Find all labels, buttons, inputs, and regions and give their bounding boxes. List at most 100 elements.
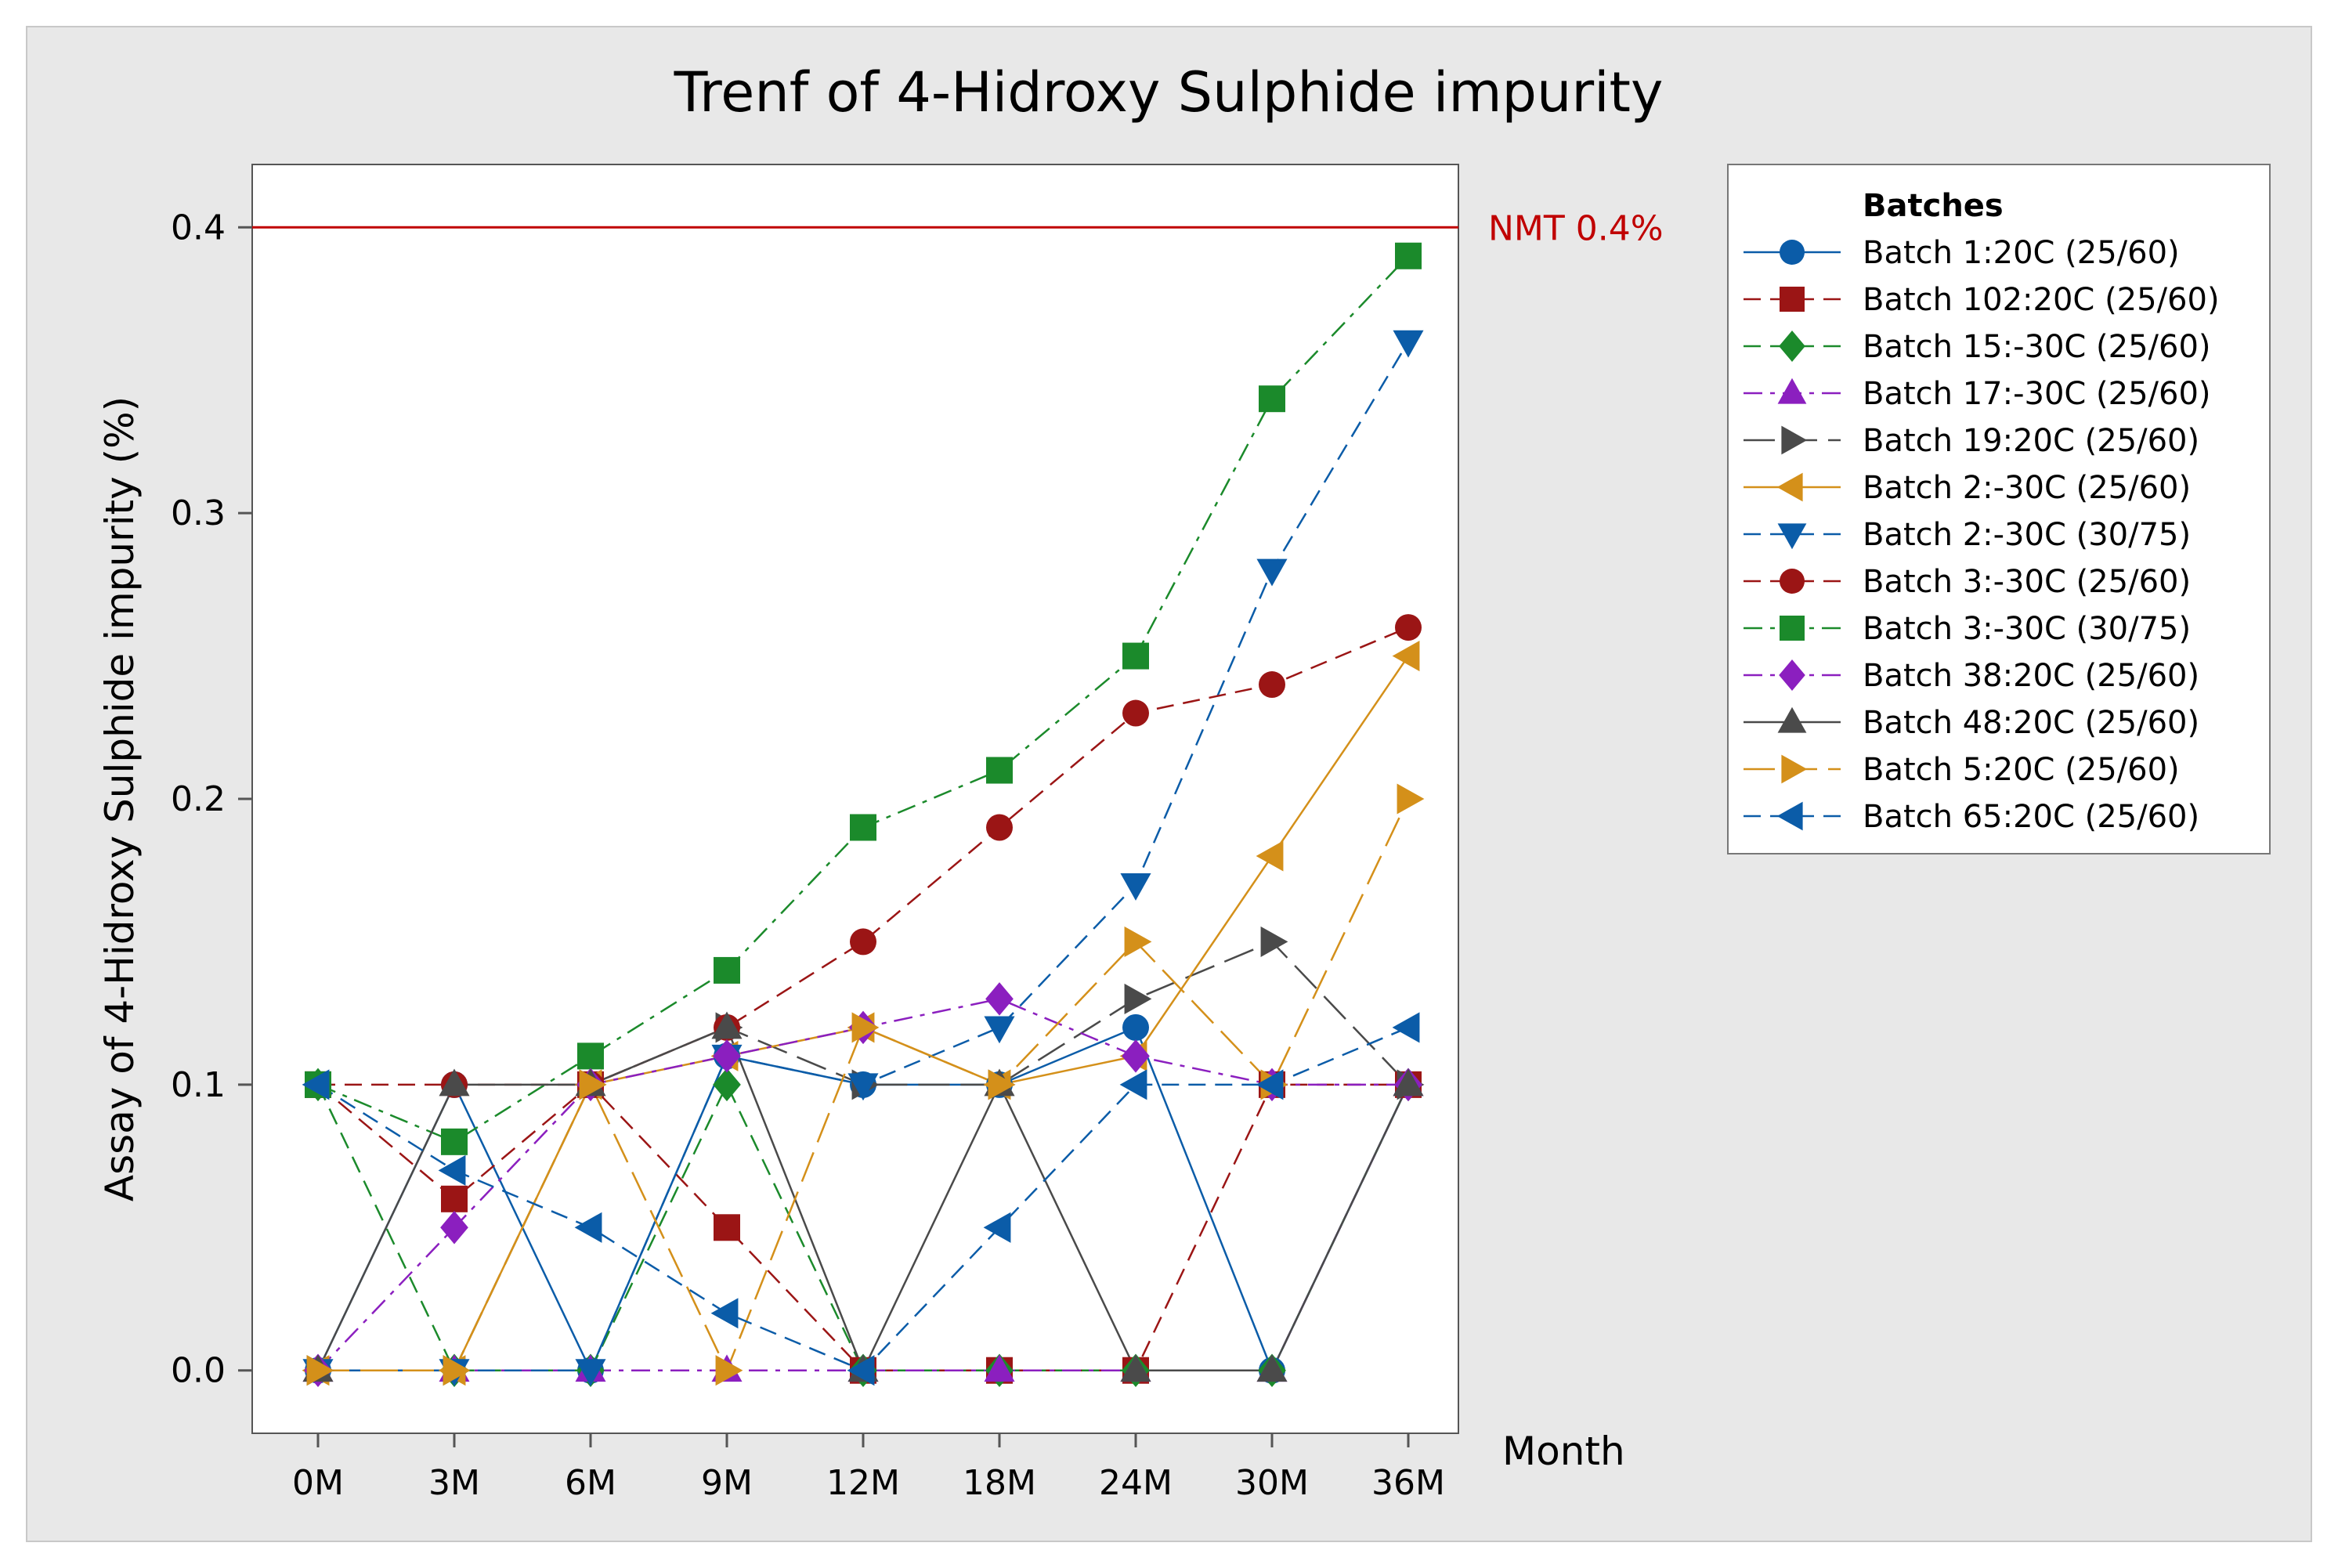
legend-label: Batch 3:-30C (25/60) (1863, 564, 2191, 600)
data-point (850, 814, 876, 841)
legend-label: Batch 3:-30C (30/75) (1863, 611, 2191, 647)
y-tick-label: 0.4 (171, 208, 226, 247)
data-point (1256, 558, 1288, 587)
legend-label: Batch 2:-30C (30/75) (1863, 517, 2191, 553)
data-point (1260, 926, 1288, 957)
x-tick-label: 9M (701, 1463, 753, 1503)
data-point (986, 814, 1013, 841)
legend-marker (1780, 569, 1805, 594)
x-tick-label: 3M (428, 1463, 480, 1503)
data-point (710, 1298, 739, 1329)
data-point (850, 928, 876, 956)
legend-label: Batch 48:20C (25/60) (1863, 705, 2199, 741)
y-tick-label: 0.0 (171, 1351, 226, 1391)
data-point (1393, 1068, 1424, 1097)
data-point (984, 1354, 1015, 1382)
legend-marker (1781, 754, 1808, 784)
legend-label: Batch 2:-30C (25/60) (1863, 470, 2191, 506)
legend-marker (1779, 331, 1805, 362)
data-point (1124, 983, 1152, 1014)
data-point (1122, 642, 1149, 670)
data-point (439, 1068, 470, 1097)
y-axis-title: Assay of 4-Hidroxy Sulphide impurity (%) (97, 396, 143, 1201)
data-point (1256, 1354, 1288, 1382)
legend-label: Batch 19:20C (25/60) (1863, 423, 2199, 459)
data-point (986, 757, 1013, 784)
legend-items: Batch 1:20C (25/60) Batch 102:20C (25/60)… (1744, 235, 2220, 835)
x-tick-label: 12M (826, 1463, 900, 1503)
legend-marker (1781, 425, 1808, 455)
data-point (1256, 1069, 1284, 1100)
reference-line-group: NMT 0.4% (252, 208, 1664, 248)
data-point (443, 1355, 471, 1386)
legend-marker (1780, 240, 1805, 265)
data-point (847, 1073, 879, 1101)
series-markers (302, 242, 1425, 1387)
data-point (1122, 1013, 1149, 1041)
data-point (983, 1212, 1011, 1243)
legend-marker (1776, 472, 1803, 502)
data-point (1122, 699, 1149, 727)
data-point (577, 1042, 604, 1070)
data-point (988, 1069, 1016, 1100)
legend-label: Batch 65:20C (25/60) (1863, 799, 2199, 835)
x-tick-label: 6M (565, 1463, 616, 1503)
data-point (579, 1069, 607, 1100)
x-axis-title: Month (1502, 1429, 1625, 1474)
legend-label: Batch 38:20C (25/60) (1863, 658, 2199, 694)
data-point (851, 1012, 880, 1043)
legend: Batches Batch 1:20C (25/60) Batch 102:20C… (1727, 164, 2271, 854)
reference-line-label: NMT 0.4% (1488, 208, 1664, 248)
data-point (1122, 1039, 1150, 1073)
legend-box (1727, 164, 2271, 854)
data-point (713, 1039, 741, 1073)
legend-marker (1780, 287, 1805, 312)
data-point (714, 956, 740, 984)
x-tick-label: 0M (292, 1463, 344, 1503)
data-point (1393, 330, 1424, 358)
legend-marker (1777, 378, 1807, 404)
legend-marker (1777, 706, 1807, 733)
x-tick-label: 18M (963, 1463, 1036, 1503)
data-point (438, 1154, 466, 1186)
y-tick-label: 0.3 (171, 493, 226, 533)
data-point (1120, 873, 1151, 901)
data-point (1124, 926, 1152, 957)
legend-label: Batch 17:-30C (25/60) (1863, 376, 2211, 412)
data-point (714, 1214, 740, 1241)
legend-title: Batches (1863, 188, 2004, 224)
data-point (575, 1359, 606, 1387)
data-point (1392, 641, 1420, 672)
data-point (1397, 783, 1425, 815)
legend-marker (1779, 659, 1805, 691)
legend-label: Batch 15:-30C (25/60) (1863, 329, 2211, 365)
data-point (441, 1185, 468, 1212)
plot-area (251, 164, 1459, 1434)
data-point (1256, 840, 1284, 872)
data-point (302, 1069, 330, 1100)
y-tick-label: 0.2 (171, 779, 226, 819)
data-point (1120, 1354, 1151, 1382)
x-tick-label: 24M (1099, 1463, 1173, 1503)
data-point (711, 1011, 743, 1039)
legend-label: Batch 1:20C (25/60) (1863, 235, 2180, 271)
data-point (1395, 242, 1422, 269)
data-point (713, 1068, 741, 1102)
data-point (715, 1355, 743, 1386)
data-point (441, 1128, 468, 1155)
legend-marker (1780, 616, 1805, 641)
data-point (306, 1355, 334, 1386)
legend-label: Batch 5:20C (25/60) (1863, 752, 2180, 788)
series-line (318, 798, 1410, 1373)
data-point (1259, 671, 1285, 699)
chart-title: Trenf of 4-Hidroxy Sulphide impurity (674, 60, 1664, 125)
data-point (1259, 385, 1285, 413)
x-tick-label: 30M (1235, 1463, 1309, 1503)
data-point (847, 1355, 875, 1386)
legend-marker (1776, 801, 1803, 831)
legend-marker (1777, 523, 1807, 550)
x-axis: 0M 3M 6M 9M 12M 18M 24M 30M 36M (292, 1433, 1445, 1503)
data-point (1119, 1069, 1147, 1100)
